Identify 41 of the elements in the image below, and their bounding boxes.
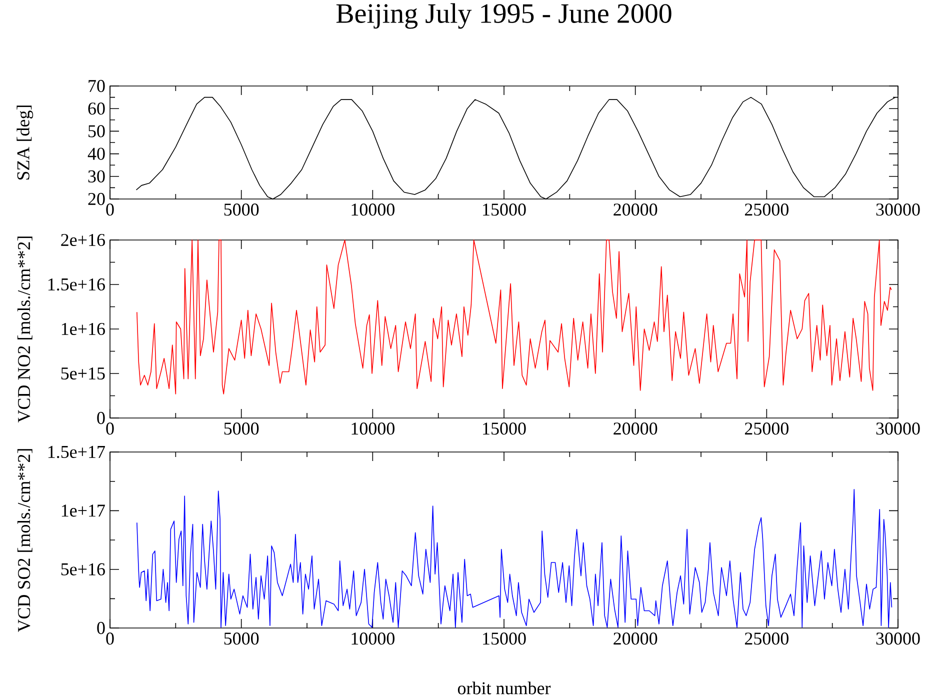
y-axis-title: VCD SO2 [mols./cm**2] bbox=[17, 449, 32, 632]
x-tick-label: 10000 bbox=[352, 632, 394, 645]
y-tick-label: 5e+15 bbox=[61, 367, 105, 380]
x-tick-label: 30000 bbox=[876, 422, 920, 435]
x-tick-label: 25000 bbox=[744, 422, 788, 435]
x-tick-label: 15000 bbox=[483, 422, 526, 435]
x-tick-label: 20000 bbox=[614, 422, 658, 435]
y-tick-label: 40 bbox=[88, 148, 105, 160]
x-tick-label: 25000 bbox=[744, 204, 788, 216]
x-tick-label: 10000 bbox=[352, 422, 394, 435]
x-tick-label: 0 bbox=[106, 204, 114, 216]
x-tick-label: 30000 bbox=[876, 204, 920, 216]
y-tick-label: 1e+17 bbox=[62, 504, 105, 517]
x-tick-label: 15000 bbox=[483, 204, 526, 216]
y-tick-label: 2e+16 bbox=[61, 234, 105, 246]
x-tick-label: 5000 bbox=[224, 632, 259, 645]
y-tick-label: 20 bbox=[88, 192, 105, 206]
y-tick-label: 1.5e+17 bbox=[48, 446, 105, 458]
x-tick-label: 0 bbox=[106, 422, 114, 435]
x-tick-label: 5000 bbox=[224, 422, 259, 435]
chart-title: Beijing July 1995 - June 2000 bbox=[336, 3, 672, 29]
x-tick-label: 20000 bbox=[614, 632, 658, 645]
y-tick-label: 70 bbox=[88, 80, 105, 92]
y-tick-label: 5e+16 bbox=[61, 563, 105, 576]
x-axis-title: orbit number bbox=[458, 682, 551, 694]
x-tick-label: 0 bbox=[106, 632, 114, 645]
x-tick-label: 10000 bbox=[352, 204, 394, 216]
x-tick-label: 5000 bbox=[224, 204, 259, 216]
y-tick-label: 1e+16 bbox=[62, 322, 105, 336]
y-axis-title: SZA [deg] bbox=[16, 106, 34, 180]
y-tick-label: 30 bbox=[88, 170, 105, 182]
y-tick-label: 60 bbox=[88, 102, 105, 115]
x-tick-label: 15000 bbox=[483, 632, 526, 645]
y-axis-title: VCD NO2 [mols./cm**2] bbox=[17, 236, 32, 423]
y-tick-label: 50 bbox=[88, 125, 105, 138]
x-tick-label: 20000 bbox=[614, 204, 658, 216]
y-tick-label: 1.5e+16 bbox=[48, 278, 105, 291]
y-tick-label: 0 bbox=[97, 412, 105, 424]
x-tick-label: 25000 bbox=[744, 632, 788, 645]
x-tick-label: 30000 bbox=[876, 632, 920, 645]
y-tick-label: 0 bbox=[97, 622, 105, 634]
